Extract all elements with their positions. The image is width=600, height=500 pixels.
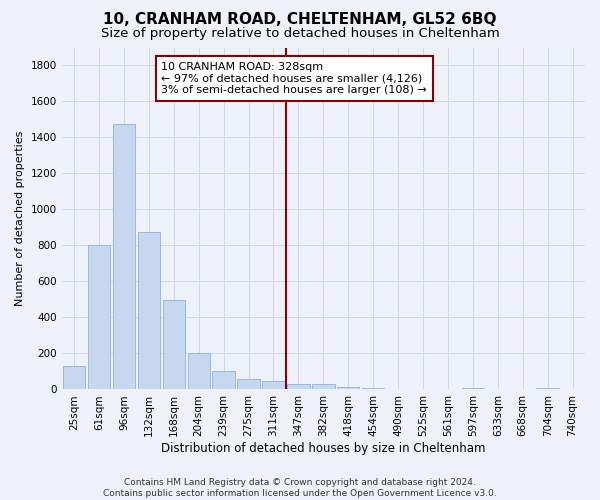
Bar xyxy=(163,300,185,390)
Bar xyxy=(362,388,385,390)
Bar xyxy=(88,246,110,390)
Bar xyxy=(63,366,85,390)
Text: Contains HM Land Registry data © Crown copyright and database right 2024.
Contai: Contains HM Land Registry data © Crown c… xyxy=(103,478,497,498)
Bar xyxy=(137,232,160,390)
Bar xyxy=(461,388,484,390)
Bar xyxy=(287,384,310,390)
Text: Size of property relative to detached houses in Cheltenham: Size of property relative to detached ho… xyxy=(101,28,499,40)
Bar xyxy=(337,387,359,390)
Bar xyxy=(212,370,235,390)
Bar xyxy=(188,354,210,390)
X-axis label: Distribution of detached houses by size in Cheltenham: Distribution of detached houses by size … xyxy=(161,442,485,455)
Bar xyxy=(262,382,285,390)
Bar xyxy=(536,388,559,390)
Text: 10, CRANHAM ROAD, CHELTENHAM, GL52 6BQ: 10, CRANHAM ROAD, CHELTENHAM, GL52 6BQ xyxy=(103,12,497,28)
Bar xyxy=(238,378,260,390)
Text: 10 CRANHAM ROAD: 328sqm
← 97% of detached houses are smaller (4,126)
3% of semi-: 10 CRANHAM ROAD: 328sqm ← 97% of detache… xyxy=(161,62,427,95)
Bar xyxy=(312,384,335,390)
Y-axis label: Number of detached properties: Number of detached properties xyxy=(15,131,25,306)
Bar xyxy=(113,124,135,390)
